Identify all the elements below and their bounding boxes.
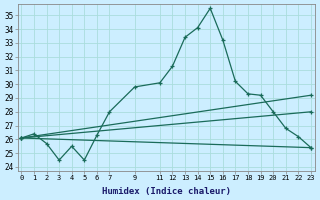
X-axis label: Humidex (Indice chaleur): Humidex (Indice chaleur) (102, 187, 231, 196)
